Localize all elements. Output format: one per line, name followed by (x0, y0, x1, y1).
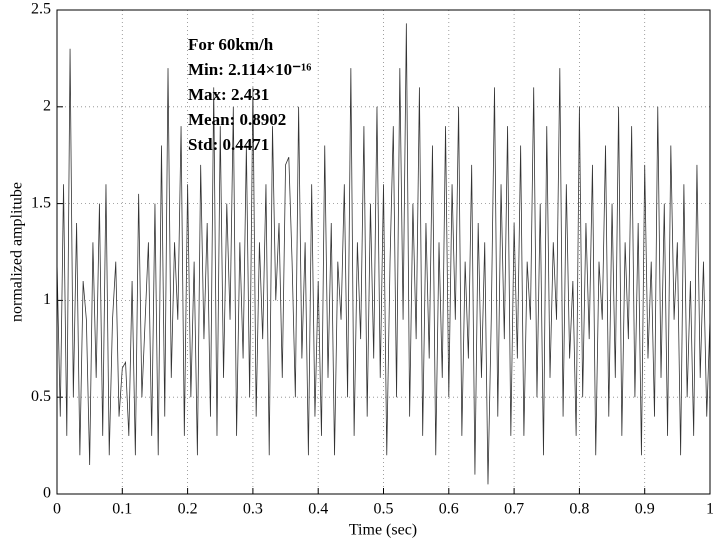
y-tick-label: 2.5 (31, 1, 51, 18)
x-axis-label: Time (sec) (349, 522, 417, 539)
x-tick-label: 0 (53, 501, 61, 518)
y-axis-label: normalized amplitube (9, 182, 26, 322)
y-tick-label: 0.5 (31, 388, 51, 405)
annotation: For 60km/h (188, 35, 274, 54)
x-tick-label: 1 (706, 501, 714, 518)
y-tick-label: 1.5 (31, 194, 51, 211)
annotation: Mean: 0.8902 (188, 110, 286, 129)
x-tick-label: 0.9 (635, 501, 655, 518)
y-tick-label: 0 (43, 485, 51, 502)
x-tick-label: 0.8 (569, 501, 589, 518)
x-tick-label: 0.7 (504, 501, 524, 518)
x-tick-label: 0.3 (243, 501, 263, 518)
y-tick-label: 1 (43, 291, 51, 308)
plot-frame (56, 9, 711, 495)
x-tick-label: 0.1 (112, 501, 132, 518)
line-series (56, 23, 711, 485)
x-tick-label: 0.4 (308, 501, 328, 518)
annotation: Min: 2.114×10⁻¹⁶ (188, 60, 311, 79)
annotation: Max: 2.431 (188, 85, 269, 104)
x-tick-label: 0.2 (178, 501, 198, 518)
x-tick-label: 0.5 (374, 501, 394, 518)
x-tick-label: 0.6 (439, 501, 459, 518)
annotation: Std: 0.4471 (188, 135, 269, 154)
y-tick-label: 2 (43, 97, 51, 114)
